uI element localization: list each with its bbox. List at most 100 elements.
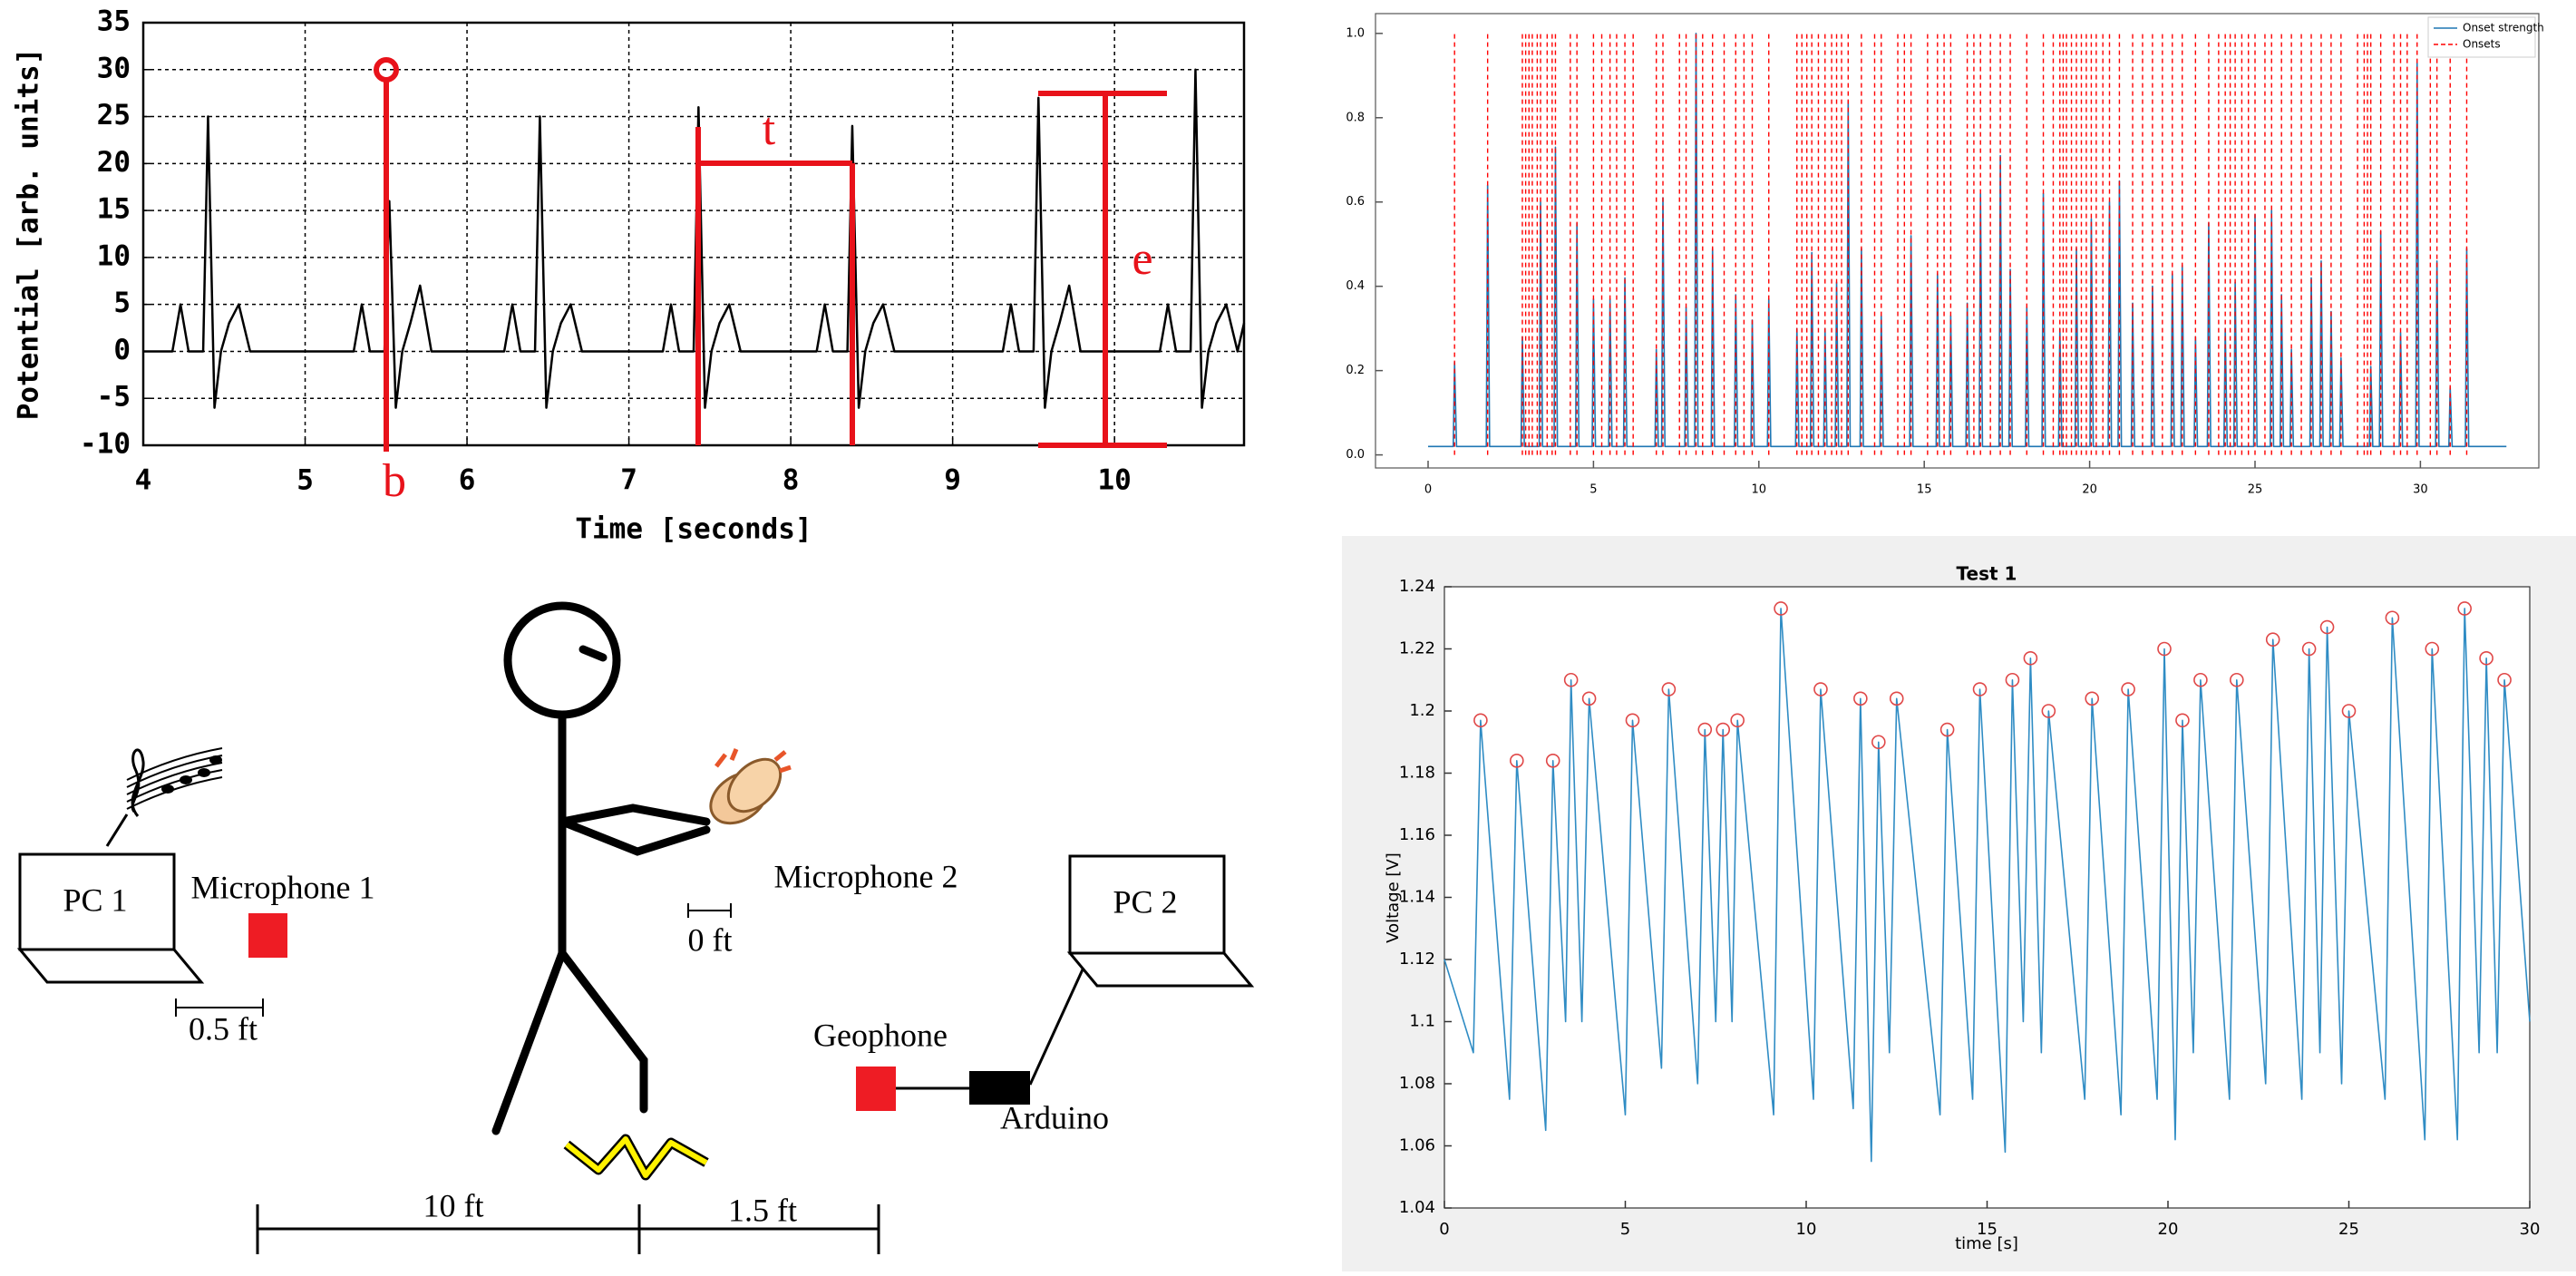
y-tick-label: 25 [97, 99, 131, 131]
peak-marker [2385, 610, 2400, 626]
y-tick-label: 1.16 [1399, 825, 1435, 844]
annotation-shapes [374, 57, 1167, 452]
x-tick-label: 20 [2158, 1220, 2179, 1239]
y-tick-label: 5 [113, 287, 131, 319]
peak-marker [2085, 691, 2100, 706]
x-tick-label: 25 [2338, 1220, 2359, 1239]
x-tick-label: 10 [1796, 1220, 1817, 1239]
y-tick-label: 1.12 [1399, 950, 1435, 969]
peak-marker [1661, 682, 1677, 696]
peak-marker [2157, 641, 2172, 657]
peak-marker [2425, 641, 2440, 657]
connector [105, 813, 129, 847]
x-tick-label: 0 [1439, 1220, 1449, 1239]
x-tick-label: 9 [944, 464, 961, 497]
scale-bar [687, 903, 732, 918]
pc1-label: PC 1 [63, 882, 127, 918]
y-axis-label: Potential [arb. units] [13, 48, 45, 421]
diagram-shapes [16, 601, 1255, 1254]
peak-marker [2301, 641, 2317, 657]
x-tick-label: 7 [620, 464, 637, 497]
y-tick-label: 20 [97, 146, 131, 179]
distance-label: 10 ft [423, 1187, 484, 1223]
microphone1-icon [248, 913, 287, 958]
y-tick-label: 1.1 [1409, 1012, 1435, 1031]
y-tick-label: 15 [97, 193, 131, 226]
scale-label: 0.5 ft [189, 1010, 258, 1047]
peak-marker [2193, 672, 2208, 687]
legend-box [2427, 16, 2536, 58]
x-tick-label: 20 [2082, 483, 2097, 497]
peak-marker [1545, 753, 1560, 768]
x-tick-label: 8 [783, 464, 800, 497]
x-tick-label: 5 [1589, 483, 1597, 497]
peak-marker [1625, 713, 1640, 728]
arduino-icon [969, 1071, 1030, 1105]
peak-marker [2005, 672, 2020, 687]
x-tick-label: 10 [1752, 483, 1767, 497]
peak-marker [2497, 672, 2512, 687]
annotation-label: e [1132, 233, 1152, 285]
y-tick-label: 10 [97, 239, 131, 272]
peak-marker [2041, 704, 2056, 718]
plot-frame [141, 21, 1246, 447]
annotation-label: b [383, 455, 406, 507]
peak-marker [1473, 713, 1488, 728]
peak-marker [2265, 632, 2280, 648]
y-tick-label: 1.0 [1346, 26, 1365, 40]
annotation-label: t [763, 103, 776, 155]
y-tick-label: 1.2 [1409, 701, 1435, 720]
x-tick-label: 4 [135, 464, 152, 497]
peak-marker [1510, 753, 1524, 768]
x-tick-label: 25 [2248, 483, 2263, 497]
pc2-label: PC 2 [1113, 883, 1177, 920]
peak-marker [2479, 650, 2493, 666]
geophone-label: Geophone [813, 1017, 948, 1053]
chart-title: Test 1 [1957, 563, 2017, 585]
y-axis-label: Voltage [V] [1384, 852, 1403, 943]
legend-label: Onset strength [2463, 22, 2544, 34]
peak-marker [2175, 713, 2190, 728]
y-tick-label: 0.2 [1346, 364, 1365, 377]
peak-marker [1774, 601, 1788, 616]
y-tick-label: 1.08 [1399, 1074, 1435, 1093]
x-tick-label: 6 [459, 464, 476, 497]
data-line [1428, 33, 2507, 448]
x-tick-label: 30 [2413, 483, 2428, 497]
plot-frame [1444, 586, 2531, 1209]
geophone-icon [856, 1067, 896, 1111]
pc2-base [1066, 951, 1255, 988]
y-tick-label: 0.4 [1346, 279, 1365, 293]
plot-frame [1375, 13, 2540, 469]
peak-marker [2457, 601, 2472, 616]
y-tick-label: 1.04 [1399, 1198, 1435, 1217]
peak-marker [2341, 704, 2357, 718]
scale-bar [175, 998, 264, 1017]
data-line [1444, 608, 2531, 1163]
peak-marker [1730, 713, 1745, 728]
y-tick-label: 1.22 [1399, 639, 1435, 658]
peak-marker [1813, 682, 1828, 696]
footstep [565, 1136, 708, 1178]
scale-label: 0 ft [688, 921, 733, 958]
y-tick-label: 0 [113, 334, 131, 366]
pc1-screen [18, 852, 176, 951]
y-tick-label: 0.6 [1346, 195, 1365, 209]
y-tick-label: 1.24 [1399, 577, 1435, 596]
x-tick-label: 30 [2520, 1220, 2541, 1239]
x-tick-label: 0 [1424, 483, 1432, 497]
microphone2-label: Microphone 2 [774, 858, 958, 894]
y-tick-label: 35 [97, 5, 131, 38]
charts: 4 5 6 7 8 9 10 -10 -5 0 5 10 15 20 25 30 35 Time [seconds… [13, 5, 2544, 1254]
x-tick-label: 5 [1620, 1220, 1630, 1239]
peak-marker [1581, 691, 1597, 706]
x-tick-label: 15 [1917, 483, 1932, 497]
y-tick-label: -5 [97, 381, 131, 414]
peak-marker [2121, 682, 2135, 696]
peak-marker [2319, 619, 2335, 635]
peak-marker [2230, 672, 2244, 687]
clapping-hands [709, 748, 792, 825]
x-tick-label: 15 [1977, 1220, 1998, 1239]
x-axis-label: time [s] [1955, 1234, 2018, 1253]
